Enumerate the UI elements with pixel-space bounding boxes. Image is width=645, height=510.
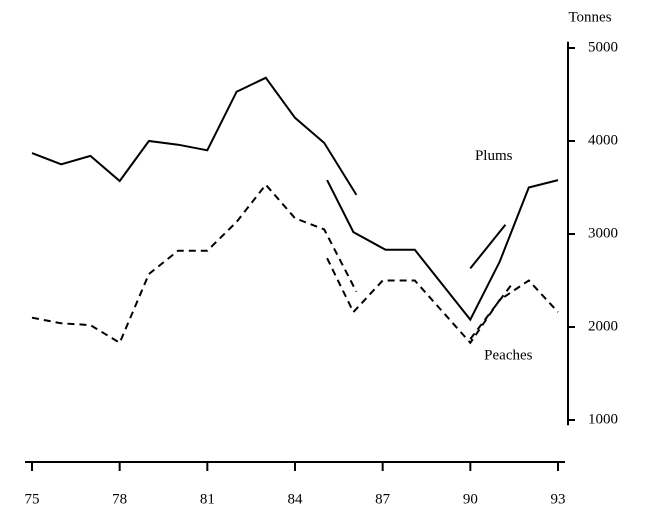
x-tick-label: 87 <box>375 491 391 507</box>
x-tick-label: 90 <box>463 491 478 507</box>
annotation: Plums <box>475 148 513 164</box>
x-tick-label: 93 <box>551 491 566 507</box>
y-tick-label: 3000 <box>588 225 618 241</box>
y-tick-label: 5000 <box>588 39 618 55</box>
series-line <box>31 183 559 345</box>
y-tick-label: 1000 <box>588 411 618 427</box>
x-tick-label: 81 <box>200 491 215 507</box>
y-tick-label: 2000 <box>588 318 618 334</box>
x-tick-label: 75 <box>25 491 40 507</box>
y-axis-label: Tonnes <box>568 9 611 25</box>
annotation: Peaches <box>484 347 532 363</box>
y-tick-label: 4000 <box>588 132 618 148</box>
x-tick-label: 84 <box>288 491 304 507</box>
x-tick-label: 78 <box>112 491 127 507</box>
series-line <box>31 76 559 322</box>
